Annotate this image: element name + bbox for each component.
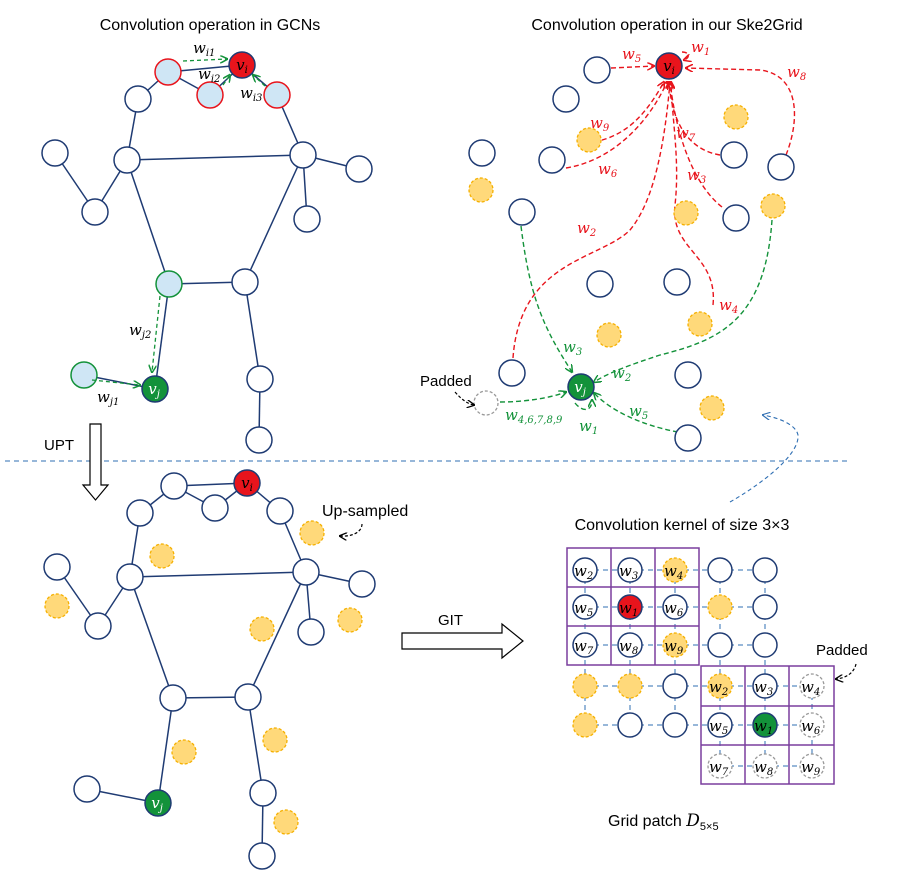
weight-wj1: wj1 [97, 388, 119, 408]
svg-text:w6: w6 [801, 717, 821, 737]
svg-text:w8: w8 [619, 637, 638, 657]
svg-text:w2: w2 [577, 219, 596, 239]
svg-text:w9: w9 [801, 758, 821, 778]
svg-text:w6: w6 [598, 160, 618, 180]
svg-text:w5: w5 [574, 599, 593, 619]
svg-text:w4: w4 [664, 562, 683, 582]
svg-text:w1: w1 [691, 38, 710, 58]
upsampled-skeleton: vi vj Up-sampled [43, 469, 408, 870]
svg-text:w2: w2 [612, 364, 631, 384]
svg-text:w3: w3 [619, 562, 638, 582]
ske-label-vi: vi [663, 57, 675, 77]
grid-patch-caption: Grid patch D5×5 [608, 811, 719, 833]
upt-arrow: UPT [44, 423, 110, 501]
svg-text:w9: w9 [664, 637, 684, 657]
padded-node [473, 390, 499, 416]
weight-wi1: wi1 [193, 39, 215, 59]
bl-label-vi: vi [241, 474, 253, 494]
label-vi: vi [236, 56, 248, 76]
svg-text:w4,6,7,8,9: w4,6,7,8,9 [505, 406, 563, 426]
svg-text:w5: w5 [622, 45, 641, 65]
git-arrow: GIT [401, 612, 524, 660]
svg-text:w1: w1 [619, 599, 638, 619]
padded-label-bottom: Padded [816, 642, 868, 659]
label-vj: vj [148, 380, 160, 400]
gcn-title: Convolution operation in GCNs [100, 17, 321, 34]
weight-wj2: wj2 [129, 321, 151, 341]
svg-text:w7: w7 [574, 637, 594, 657]
link-arrow [729, 415, 799, 503]
weight-wi3: wi3 [240, 84, 262, 104]
weight-wi2: wi2 [198, 65, 220, 85]
svg-text:w2: w2 [574, 562, 593, 582]
up-sampled-label: Up-sampled [322, 503, 408, 520]
svg-text:w7: w7 [709, 758, 729, 778]
svg-text:w7: w7 [676, 124, 696, 144]
kernel-title: Convolution kernel of size 3×3 [575, 517, 790, 534]
svg-text:w5: w5 [629, 402, 648, 422]
svg-text:w5: w5 [709, 717, 728, 737]
ske-node-vi [655, 52, 683, 80]
bl-label-vj: vj [151, 794, 163, 814]
ske-red-weights: w1 w5 w9 w6 w7 w3 w8 w2 w4 [577, 38, 806, 316]
svg-text:w4: w4 [801, 678, 820, 698]
svg-text:GIT: GIT [438, 612, 463, 629]
ske-label-vj: vj [574, 378, 586, 398]
svg-text:w3: w3 [754, 678, 773, 698]
kernel-bottom: w2 w3 w4 w5 w1 w6 w7 w8 w9 [700, 665, 835, 785]
ske-node-vj [567, 373, 595, 401]
svg-text:w4: w4 [719, 296, 738, 316]
svg-text:UPT: UPT [44, 437, 74, 454]
padded-label-top: Padded [420, 373, 472, 390]
svg-text:w6: w6 [664, 599, 684, 619]
kernel-top: w2 w3 w4 w5 w1 w6 w7 w8 w9 [566, 547, 700, 666]
svg-text:w9: w9 [590, 114, 610, 134]
svg-text:w3: w3 [563, 338, 582, 358]
ske2grid-graph: vi vj w1 w5 w9 w6 w7 w3 w8 w2 w4 w3 w2 w… [420, 38, 806, 452]
node-vj [141, 375, 169, 403]
gcn-skeleton: vi vj wi1 wi2 wi3 wj2 wj1 [41, 39, 373, 454]
svg-text:w3: w3 [687, 166, 706, 186]
svg-text:w1: w1 [754, 717, 773, 737]
svg-text:w8: w8 [787, 63, 806, 83]
ske-green-weights: w3 w2 w5 w1 w4,6,7,8,9 [505, 338, 648, 437]
svg-text:w8: w8 [754, 758, 773, 778]
ske2grid-title: Convolution operation in our Ske2Grid [531, 17, 802, 34]
node-vi [228, 51, 256, 79]
svg-text:w2: w2 [709, 678, 728, 698]
svg-text:w1: w1 [579, 417, 598, 437]
grid-patch: w2 w3 w4 w5 w1 w6 w7 w8 w9 [566, 547, 868, 785]
